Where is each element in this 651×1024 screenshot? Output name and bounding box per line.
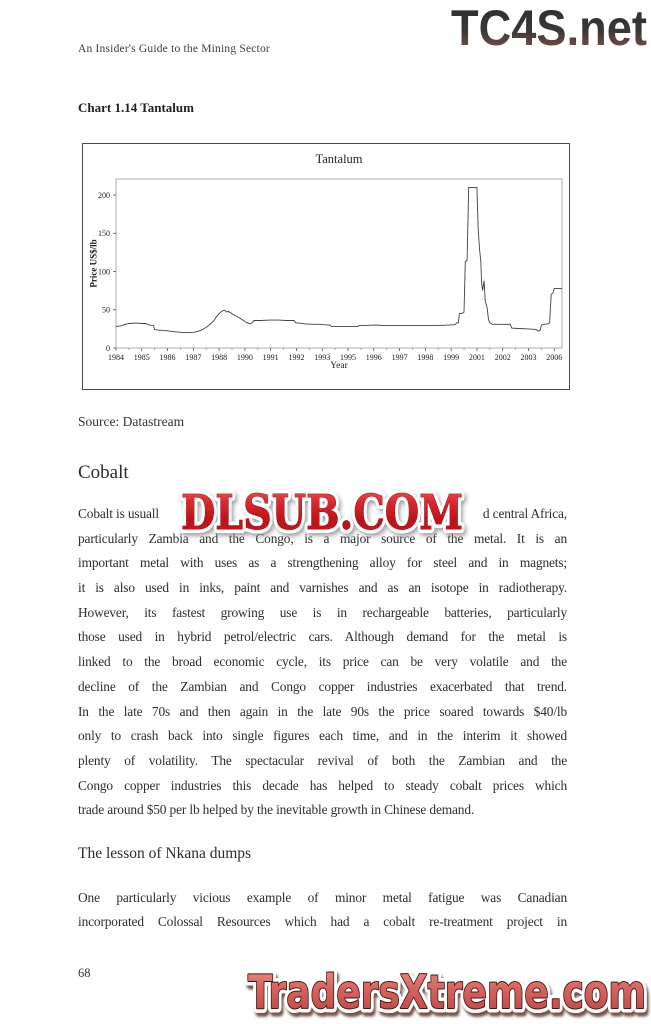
text-fragment: Cobalt is usuall [78,506,159,521]
tantalum-chart: 0 50 100 150 200 1984 1985 1986 1987 1988 1990 1991… [82,143,570,390]
chart-title: Tantalum [315,152,363,166]
running-header: An Insider's Guide to the Mining Sector [78,43,270,55]
x-tick-label: 1992 [288,353,304,362]
x-tick-label: 1997 [392,353,408,362]
y-axis-label: Price US$/lb [88,239,99,288]
text-line: particularly Zambia and the Congo, is a … [78,530,567,546]
tradersxtreme-watermark-text: TradersXtreme.com [248,965,646,1019]
y-tick-label: 100 [98,267,110,276]
x-tick-label: 1991 [263,353,279,362]
x-tick-label: 2006 [546,353,562,362]
price-line [115,186,562,334]
chart-caption: Chart 1.14 Tantalum [78,100,194,115]
plot-border [115,178,563,349]
x-axis-label: Year [330,361,348,371]
text-line: trade around $50 per lb helped by the in… [78,802,475,818]
x-tick-label: 2003 [520,353,536,362]
text-line: decline of the Zambian and Congo copper … [78,678,567,694]
x-tick-label: 1987 [185,353,201,362]
x-tick-label: 1999 [443,353,459,362]
y-tick-label: 0 [106,344,110,353]
text-line: In the late 70s and then again in the la… [78,703,567,719]
subsection-heading-nkana: The lesson of Nkana dumps [78,845,252,862]
text-line: One particularly vicious example of mino… [78,890,567,905]
text-line: those used in hybrid petrol/electric car… [78,629,567,645]
x-tick-label: 1986 [160,353,176,362]
x-tick-label: 1998 [417,353,433,362]
section-heading-cobalt: Cobalt [78,462,129,483]
x-tick-label: 1995 [340,353,356,362]
page-number: 68 [78,966,91,980]
tc4s-logo-text: TC4S.net [451,0,647,52]
x-tick-label: 1990 [237,353,253,362]
text-line: Cobalt is usuall d central Africa, [78,502,567,527]
text-line: linked to the broad economic cycle, its … [78,654,567,670]
chart-source: Source: Datastream [78,414,185,429]
text-line: incorporated Colossal Resources which ha… [78,914,567,929]
chart-plot-area: 0 50 100 150 200 1984 1985 1986 1987 1988 1990 1991… [98,178,563,362]
text-line: it is also used in inks, paint and varni… [78,580,567,596]
x-tick-label: 1993 [314,353,330,362]
y-tick-label: 50 [102,306,110,315]
x-tick-label: 1985 [134,353,150,362]
tradersxtreme-watermark: TradersXtreme.com TradersXtreme.com [244,964,651,1024]
text-line: only to crash back into single figures e… [78,728,567,744]
text-line: Congo copper industries this decade has … [78,777,567,793]
x-tick-label: 2001 [469,353,485,362]
x-tick-label: 1996 [366,353,382,362]
y-tick-label: 200 [98,191,110,200]
paragraph-cobalt: Cobalt is usuall d central Africa, particu… [78,502,567,823]
x-tick-label: 1988 [211,353,227,362]
x-tick-label: 2002 [495,353,511,362]
text-line: plenty of volatility. The spectacular re… [78,752,567,768]
paragraph-nkana: One particularly vicious example of mino… [78,886,567,934]
text-line: However, its fastest growing use is in r… [78,604,567,620]
text-line: important metal with uses as a strengthe… [78,555,567,571]
tc4s-logo-watermark: TC4S.net [451,0,647,52]
text-fragment: d central Africa, [482,506,567,521]
y-tick-label: 150 [98,229,110,238]
tradersxtreme-watermark-outline: TradersXtreme.com [248,965,646,1019]
x-tick-label: 1984 [108,353,124,362]
